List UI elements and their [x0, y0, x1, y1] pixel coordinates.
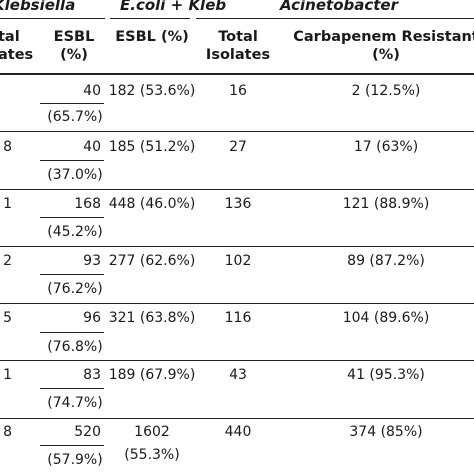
row3-bottom-rule	[0, 246, 474, 247]
row5-acin-total: 116	[224, 310, 252, 326]
row2-bottom-rule	[0, 189, 474, 190]
row2-col0: 8	[3, 139, 12, 155]
row7-fraction-line	[40, 445, 104, 446]
row6-kleb-pct: (74.7%)	[47, 395, 103, 411]
row7-ek-esbl: 1602	[134, 424, 170, 440]
row5-kleb-esbl: 96	[83, 310, 101, 326]
row6-col0: 1	[3, 367, 12, 383]
row5-ek-esbl: 321 (63.8%)	[108, 310, 196, 326]
row5-bottom-rule	[0, 360, 474, 361]
row1-fraction-line	[40, 103, 104, 104]
row2-ek-esbl: 185 (51.2%)	[108, 139, 196, 155]
row7-col0: 8	[3, 424, 12, 440]
header-total-line1: Total	[218, 29, 258, 45]
row7-kleb-esbl: 520	[74, 424, 101, 440]
row6-bottom-rule	[0, 418, 474, 419]
row4-kleb-pct: (76.2%)	[47, 281, 103, 297]
row6-acin-total: 43	[229, 367, 247, 383]
header-col0-line2: ates	[0, 47, 34, 63]
row5-fraction-line	[40, 332, 104, 333]
row4-kleb-esbl: 93	[83, 253, 101, 269]
row3-acin-total: 136	[224, 196, 252, 212]
row5-acin-carb: 104 (89.6%)	[342, 310, 430, 326]
group-acinetobacter: Acinetobacter	[280, 0, 399, 14]
header-esbl-pct: ESBL (%)	[115, 29, 189, 45]
row7-kleb-pct: (57.9%)	[47, 452, 103, 468]
group-klebsiella: Klebsiella	[0, 0, 76, 14]
row6-ek-esbl: 189 (67.9%)	[108, 367, 196, 383]
group-underline-acinetobacter	[196, 18, 474, 19]
header-bottom-rule	[0, 73, 474, 75]
row2-acin-total: 27	[229, 139, 247, 155]
row4-acin-total: 102	[224, 253, 252, 269]
header-carbapenem-line1: Carbapenem Resistant	[293, 29, 474, 45]
row1-ek-esbl: 182 (53.6%)	[108, 83, 196, 99]
row4-bottom-rule	[0, 303, 474, 304]
group-underline-klebsiella	[0, 18, 105, 19]
row6-fraction-line	[40, 388, 104, 389]
row3-acin-carb: 121 (88.9%)	[342, 196, 430, 212]
group-ecoli-kleb: E.coli + Kleb	[120, 0, 227, 14]
row1-acin-carb: 2 (12.5%)	[351, 83, 421, 99]
row4-ek-esbl: 277 (62.6%)	[108, 253, 196, 269]
row3-fraction-line	[40, 217, 104, 218]
row4-acin-carb: 89 (87.2%)	[347, 253, 425, 269]
row7-acin-total: 440	[224, 424, 252, 440]
header-total-line2: Isolates	[205, 47, 271, 63]
row2-acin-carb: 17 (63%)	[353, 139, 419, 155]
row6-kleb-esbl: 83	[83, 367, 101, 383]
row1-kleb-esbl: 40	[83, 83, 101, 99]
header-esbl-line2: (%)	[60, 47, 88, 63]
row4-fraction-line	[40, 274, 104, 275]
row3-kleb-esbl: 168	[74, 196, 101, 212]
row1-bottom-rule	[0, 131, 474, 132]
header-esbl-line1: ESBL	[53, 29, 95, 45]
row2-kleb-esbl: 40	[83, 139, 101, 155]
group-underline-ecoli-kleb	[110, 18, 190, 19]
header-carbapenem-line2: (%)	[372, 47, 400, 63]
row1-kleb-pct: (65.7%)	[47, 109, 103, 125]
row6-acin-carb: 41 (95.3%)	[347, 367, 425, 383]
row7-acin-carb: 374 (85%)	[349, 424, 423, 440]
row5-col0: 5	[3, 310, 12, 326]
row7-ek-esbl-pct: (55.3%)	[124, 447, 180, 463]
row3-col0: 1	[3, 196, 12, 212]
row3-ek-esbl: 448 (46.0%)	[108, 196, 196, 212]
header-col0-line1: tal	[0, 29, 20, 45]
row4-col0: 2	[3, 253, 12, 269]
row5-kleb-pct: (76.8%)	[47, 339, 103, 355]
row3-kleb-pct: (45.2%)	[47, 224, 103, 240]
row2-kleb-pct: (37.0%)	[47, 167, 103, 183]
row2-fraction-line	[40, 160, 104, 161]
row1-acin-total: 16	[229, 83, 247, 99]
